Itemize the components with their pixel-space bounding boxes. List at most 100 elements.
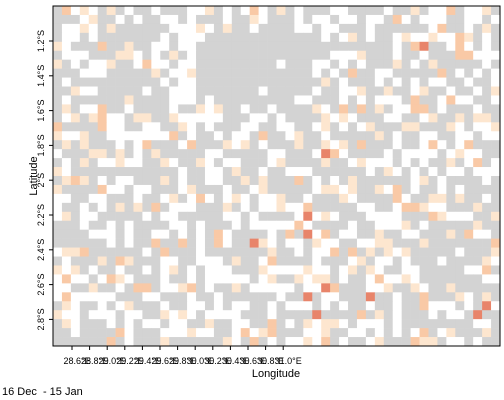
map-cell [464, 68, 474, 78]
map-cell [383, 149, 394, 159]
map-cell [374, 328, 385, 338]
map-cell [53, 167, 63, 177]
map-cell [455, 6, 465, 16]
map-cell [231, 238, 242, 248]
map-cell [339, 193, 349, 204]
map-cell [187, 283, 197, 293]
map-cell [348, 202, 358, 213]
map-cell [258, 238, 268, 248]
map-cell [213, 229, 224, 239]
map-cell [410, 220, 420, 230]
map-cell [294, 59, 304, 69]
map-cell [482, 193, 492, 204]
map-cell [455, 220, 465, 230]
map-cell [356, 310, 367, 320]
map-cell [267, 319, 277, 329]
map-cell [374, 238, 385, 248]
map-cell [339, 328, 349, 338]
map-cell [428, 86, 438, 96]
map-cell [79, 95, 90, 105]
map-cell [151, 149, 161, 159]
map-cell [491, 140, 501, 150]
map-cell [294, 265, 304, 275]
map-cell [455, 292, 465, 302]
map-cell [276, 50, 286, 60]
map-cell [446, 32, 456, 43]
map-cell [410, 32, 420, 43]
map-cell [285, 32, 295, 43]
map-cell [240, 23, 250, 34]
map-cell [160, 158, 170, 168]
map-cell [204, 77, 215, 87]
map-cell [53, 68, 63, 78]
map-cell [187, 95, 197, 105]
map-cell [204, 50, 215, 60]
map-cell [473, 86, 483, 96]
map-cell [294, 229, 304, 239]
map-cell [330, 184, 340, 195]
map-cell [428, 193, 438, 204]
map-cell [356, 229, 367, 239]
map-cell [79, 211, 90, 222]
map-cell [473, 32, 483, 43]
map-cell [464, 32, 474, 43]
map-cell [491, 211, 501, 222]
map-cell [312, 274, 322, 284]
map-cell [70, 95, 81, 105]
map-cell [348, 301, 358, 311]
map-cell [97, 77, 107, 87]
map-cell [249, 328, 259, 338]
map-cell [142, 238, 152, 248]
map-cell [240, 104, 250, 114]
map-cell [106, 6, 116, 16]
map-cell [482, 6, 492, 16]
map-cell [88, 229, 98, 239]
map-cell [196, 149, 206, 159]
map-cell [365, 229, 376, 239]
map-cell [321, 319, 331, 329]
map-cell [455, 229, 465, 239]
map-cell [213, 167, 224, 177]
map-cell [160, 256, 170, 266]
map-cell [178, 220, 188, 230]
map-cell [106, 32, 116, 43]
map-cell [356, 247, 367, 257]
map-cell [115, 310, 125, 320]
map-cell [151, 167, 161, 177]
map-cell [365, 6, 376, 16]
map-cell [491, 158, 501, 168]
map-cell [392, 238, 402, 248]
map-cell [491, 202, 501, 213]
map-cell [464, 167, 474, 177]
map-cell [97, 202, 107, 213]
map-cell [142, 319, 152, 329]
map-cell [365, 14, 376, 25]
map-cell [258, 184, 268, 195]
map-cell [482, 301, 492, 311]
map-cell [464, 193, 474, 204]
map-cell [356, 158, 367, 168]
map-cell [240, 149, 250, 159]
map-cell [473, 328, 483, 338]
map-cell [330, 113, 340, 123]
map-cell [374, 104, 385, 114]
x-tick-label: 30.4°E [222, 356, 249, 366]
map-cell [464, 310, 474, 320]
map-cell [61, 211, 72, 222]
map-cell [70, 41, 81, 52]
map-cell [53, 158, 63, 168]
map-cell [455, 193, 465, 204]
map-cell [178, 149, 188, 159]
map-cell [178, 50, 188, 60]
map-cell [330, 310, 340, 320]
map-cell [124, 59, 134, 69]
map-cell [142, 14, 152, 25]
map-cell [178, 77, 188, 87]
map-cell [339, 319, 349, 329]
map-cell [446, 211, 456, 222]
x-tick-label: 28.8°E [81, 356, 108, 366]
map-cell [276, 176, 286, 186]
map-cell [204, 167, 215, 177]
map-cell [151, 220, 161, 230]
